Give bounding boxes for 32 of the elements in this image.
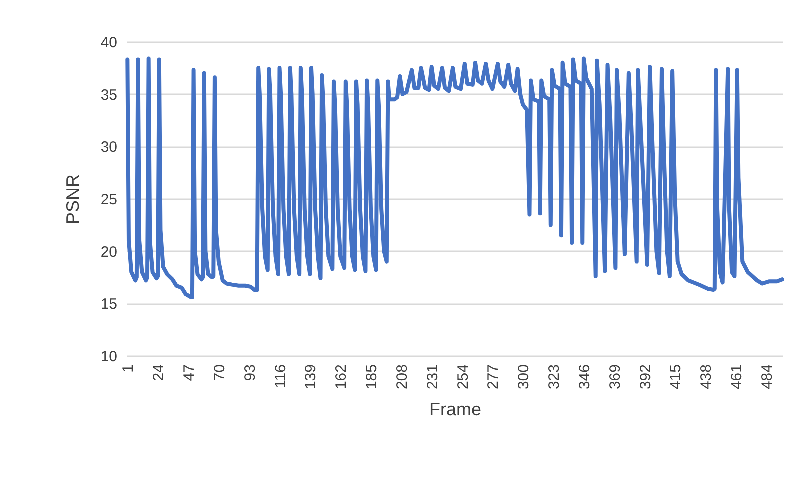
y-tick-label: 40 bbox=[100, 34, 118, 52]
y-axis-title: PSNR bbox=[62, 174, 83, 225]
x-tick-label: 323 bbox=[546, 364, 564, 390]
x-tick-label: 461 bbox=[728, 364, 746, 390]
x-tick-label: 300 bbox=[516, 364, 533, 390]
x-tick-label: 185 bbox=[364, 364, 381, 390]
y-tick-label: 30 bbox=[100, 139, 118, 156]
x-tick-label: 1 bbox=[120, 364, 138, 373]
x-tick-label: 24 bbox=[150, 364, 168, 382]
x-tick-label: 415 bbox=[668, 364, 685, 390]
x-tick-label: 231 bbox=[424, 364, 442, 390]
line-series bbox=[126, 56, 784, 300]
y-tick-label: 35 bbox=[100, 86, 118, 104]
x-tick-label: 116 bbox=[272, 364, 290, 388]
y-tick-label: 15 bbox=[100, 296, 118, 314]
x-tick-label: 346 bbox=[576, 364, 594, 390]
x-tick-label: 93 bbox=[242, 364, 259, 382]
x-tick-label: 208 bbox=[394, 364, 411, 390]
x-tick-label: 70 bbox=[211, 364, 228, 382]
y-tick-label: 20 bbox=[100, 244, 118, 261]
x-tick-label: 254 bbox=[454, 364, 472, 390]
x-tick-label: 369 bbox=[606, 364, 624, 390]
x-tick-label: 392 bbox=[637, 364, 654, 390]
y-tick-label: 25 bbox=[100, 192, 118, 208]
x-tick-label: 484 bbox=[758, 364, 776, 390]
x-tick-label: 47 bbox=[181, 364, 198, 382]
x-tick-label: 162 bbox=[333, 364, 350, 390]
x-tick-label: 277 bbox=[485, 364, 502, 390]
x-axis-title: Frame bbox=[429, 400, 482, 420]
y-tick-label: 10 bbox=[100, 348, 118, 366]
x-tick-label: 139 bbox=[302, 364, 320, 390]
x-tick-label: 438 bbox=[698, 364, 716, 390]
